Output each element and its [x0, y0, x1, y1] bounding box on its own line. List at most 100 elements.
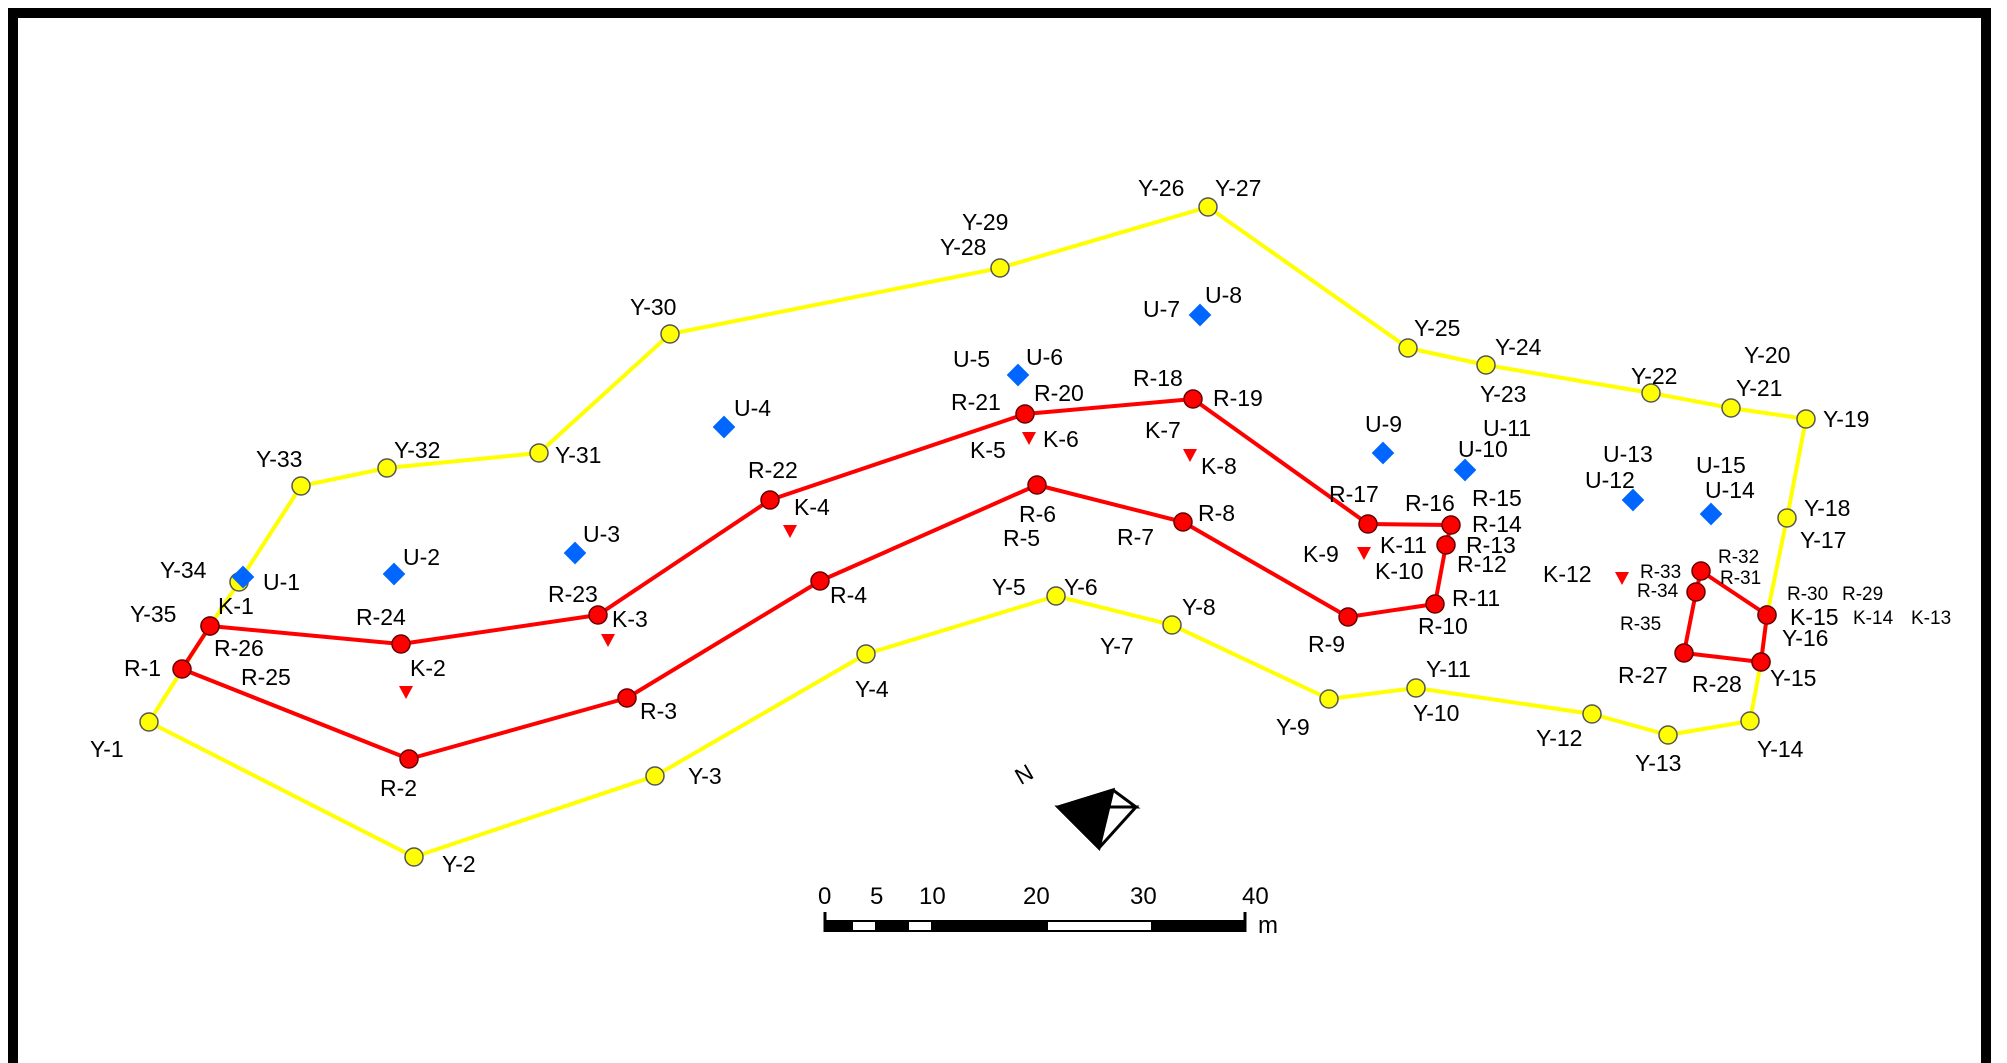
r-point-label: R-29 [1842, 584, 1883, 605]
r-point-label: R-20 [1034, 380, 1084, 406]
k-point-label: K-14 [1853, 608, 1894, 629]
r-point-marker [760, 490, 780, 510]
y-point-label: Y-24 [1495, 334, 1542, 360]
y-point-label: Y-22 [1631, 363, 1677, 389]
y-point-label: Y-5 [992, 574, 1026, 600]
u-point-marker [1188, 303, 1212, 327]
y-point-marker [291, 476, 311, 496]
y-point-label: Y-30 [630, 294, 676, 320]
u-point-label: U-14 [1705, 477, 1755, 503]
k-point-marker [1183, 449, 1197, 462]
u-point-marker [1371, 441, 1395, 465]
r-point-marker [1338, 607, 1358, 627]
u-point-label: U-9 [1365, 411, 1402, 437]
y-point-marker [139, 712, 159, 732]
y-point-marker [377, 458, 397, 478]
y-point-label: Y-12 [1536, 725, 1582, 751]
y-point-label: Y-3 [688, 763, 722, 789]
u-point-label: U-2 [403, 544, 440, 570]
u-point-marker [382, 562, 406, 586]
r-point-label: R-25 [241, 664, 291, 690]
r-point-label: R-1 [124, 655, 161, 681]
r-point-marker [399, 749, 419, 769]
r-point-label: R-17 [1329, 481, 1379, 507]
u-point-marker [563, 541, 587, 565]
y-point-label: Y-2 [442, 851, 476, 877]
scale-tick-10: 10 [919, 883, 946, 910]
y-point-label: Y-34 [160, 557, 207, 583]
lines-layer [147, 205, 1808, 859]
k-point-marker [1615, 572, 1629, 585]
y-point-label: Y-19 [1823, 406, 1869, 432]
r-point-marker [1173, 512, 1193, 532]
r-point-marker [1358, 514, 1378, 534]
scale-tick-20: 20 [1023, 883, 1050, 910]
k-point-label: K-5 [970, 437, 1006, 463]
y-point-label: Y-1 [90, 736, 124, 762]
r-point-marker [1425, 594, 1445, 614]
scale-unit: m [1258, 912, 1278, 939]
r-point-label: R-26 [214, 635, 264, 661]
u-point-label: U-3 [583, 521, 620, 547]
k-point-label: K-8 [1201, 453, 1237, 479]
r-point-label: R-13 [1466, 532, 1516, 558]
r-point-marker [1436, 535, 1456, 555]
k-point-marker [783, 525, 797, 538]
u-point-label: U-15 [1696, 452, 1746, 478]
y-point-label: Y-15 [1770, 665, 1816, 691]
u-point-label: U-4 [734, 395, 771, 421]
u-point-marker [1006, 363, 1030, 387]
k-point-marker [1022, 432, 1036, 445]
y-point-marker [1777, 508, 1797, 528]
r-point-marker [588, 605, 608, 625]
y-point-marker [1721, 398, 1741, 418]
r-point-label: R-23 [548, 581, 598, 607]
route-line-red [180, 397, 1453, 761]
u-point-label: U-6 [1026, 344, 1063, 370]
r-point-label: R-12 [1457, 551, 1507, 577]
r-point-marker [391, 634, 411, 654]
r-point-label: R-18 [1133, 365, 1183, 391]
y-point-marker [1198, 197, 1218, 217]
r-point-label: R-5 [1003, 525, 1040, 551]
k-point-label: K-2 [410, 655, 446, 681]
scale-bar: 0 5 10 20 30 40 m [818, 883, 1278, 939]
y-point-label: Y-33 [256, 446, 302, 472]
labels-layer: Y-1 Y-2 Y-3 Y-4 Y-5 Y-6 Y-7 Y-8 Y-9 Y-10 Y-11 Y-12 Y… [90, 175, 1951, 877]
u-point-marker [1699, 502, 1723, 526]
r-point-label: R-21 [951, 389, 1001, 415]
r-point-label: R-8 [1198, 500, 1235, 526]
y-point-label: Y-14 [1757, 736, 1804, 762]
y-point-label: Y-17 [1800, 527, 1846, 553]
y-point-label: Y-11 [1426, 656, 1471, 682]
y-point-marker [856, 644, 876, 664]
y-point-label: Y-6 [1064, 574, 1098, 600]
y-point-label: Y-10 [1413, 700, 1459, 726]
r-point-marker [1183, 389, 1203, 409]
r-point-marker [1027, 475, 1047, 495]
y-point-label: Y-28 [940, 234, 986, 260]
u-point-label: U-8 [1205, 282, 1242, 308]
r-point-label: R-35 [1620, 614, 1661, 635]
k-point-marker [1760, 609, 1774, 622]
y-point-label: Y-13 [1635, 750, 1681, 776]
r-point-label: R-11 [1452, 585, 1500, 611]
r-point-label: R-2 [380, 775, 417, 801]
u-point-label: U-7 [1143, 296, 1180, 322]
r-point-label: R-10 [1418, 613, 1468, 639]
boundary-line-yellow [147, 205, 1808, 859]
r-point-label: R-33 [1640, 562, 1681, 583]
r-point-label: R-28 [1692, 671, 1742, 697]
y-point-label: Y-23 [1480, 381, 1526, 407]
k-point-label: K-11 [1380, 532, 1427, 558]
k-point-label: K-12 [1543, 561, 1592, 587]
k-point-marker [1357, 547, 1371, 560]
k-point-label: K-1 [218, 593, 254, 619]
r-point-label: R-32 [1718, 547, 1759, 568]
r-point-marker [1686, 582, 1706, 602]
k-point-label: K-7 [1145, 417, 1181, 443]
y-point-marker [1398, 338, 1418, 358]
scale-tick-30: 30 [1130, 883, 1157, 910]
y-point-label: Y-29 [962, 209, 1008, 235]
u-point-label: U-11 [1483, 415, 1531, 441]
